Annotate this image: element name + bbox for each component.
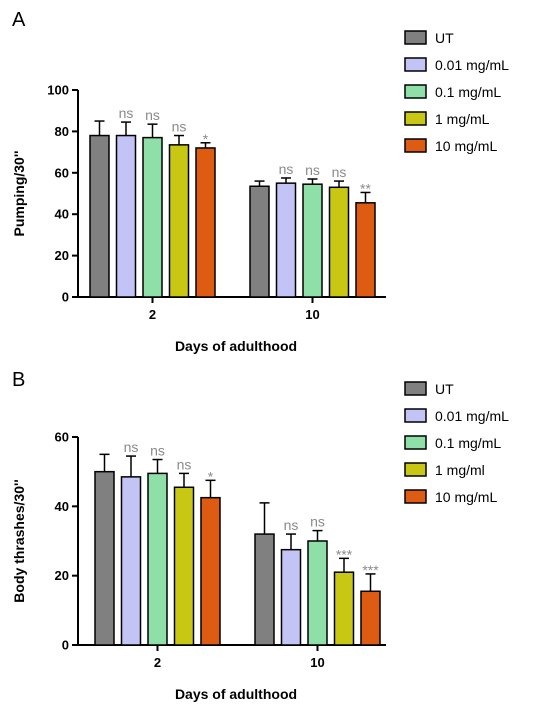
- legend-swatch: [404, 435, 427, 450]
- y-tick-label: 100: [47, 83, 69, 98]
- bar: [307, 540, 328, 646]
- y-tick-label: 40: [55, 207, 69, 222]
- bar: [254, 533, 275, 646]
- legend-label: 0.1 mg/mL: [435, 84, 501, 100]
- legend-label: UT: [435, 30, 454, 46]
- bar: [147, 472, 168, 646]
- bar: [280, 548, 302, 646]
- legend-label: 0.01 mg/mL: [435, 57, 509, 73]
- legend-swatch: [404, 381, 427, 396]
- x-axis-title: Days of adulthood: [175, 338, 297, 354]
- x-tick-label: 10: [305, 307, 319, 322]
- bar: [115, 134, 137, 298]
- significance-label: ns: [119, 105, 134, 121]
- bar: [275, 182, 297, 298]
- y-tick-label: 40: [55, 499, 69, 514]
- significance-label: **: [360, 180, 371, 196]
- x-tick-label: 2: [154, 655, 161, 670]
- y-tick-label: 0: [62, 638, 69, 653]
- significance-label: ns: [284, 517, 299, 533]
- bar: [142, 136, 163, 298]
- significance-label: ns: [124, 439, 139, 455]
- legend-label: 0.1 mg/mL: [435, 435, 501, 451]
- legend-label: 10 mg/mL: [435, 138, 497, 154]
- legend-swatch: [404, 30, 427, 45]
- bar: [173, 486, 195, 646]
- bar: [302, 183, 323, 298]
- significance-label: ns: [145, 107, 160, 123]
- significance-label: ***: [336, 546, 353, 562]
- bar: [249, 185, 270, 298]
- significance-label: *: [208, 468, 214, 484]
- significance-label: ns: [332, 164, 347, 180]
- bar: [195, 147, 216, 298]
- panel-letter: B: [12, 369, 25, 391]
- legend-swatch: [404, 408, 427, 423]
- y-tick-label: 60: [55, 165, 69, 180]
- bar: [355, 202, 376, 298]
- significance-label: ns: [279, 161, 294, 177]
- bar: [94, 470, 115, 646]
- significance-label: ns: [150, 443, 165, 459]
- legend-label: 1 mg/ml: [435, 462, 485, 478]
- legend-label: 1 mg/mL: [435, 111, 490, 127]
- panel-letter: A: [12, 9, 26, 31]
- legend-swatch: [404, 138, 427, 153]
- y-tick-label: 20: [55, 568, 69, 583]
- bar: [120, 476, 142, 646]
- legend-label: UT: [435, 381, 454, 397]
- bar: [200, 496, 221, 646]
- bar: [89, 134, 110, 298]
- legend-swatch: [404, 57, 427, 72]
- bar: [168, 144, 190, 298]
- y-tick-label: 60: [55, 430, 69, 445]
- bar: [328, 186, 350, 298]
- significance-label: ns: [177, 456, 192, 472]
- y-axis-title: Pumping/30'': [11, 150, 27, 236]
- legend-swatch: [404, 462, 427, 477]
- legend-swatch: [404, 84, 427, 99]
- y-tick-label: 0: [62, 290, 69, 305]
- bar: [333, 571, 355, 646]
- legend-swatch: [404, 489, 427, 504]
- x-tick-label: 10: [310, 655, 324, 670]
- y-tick-label: 80: [55, 124, 69, 139]
- legend-label: 0.01 mg/mL: [435, 408, 509, 424]
- significance-label: ***: [362, 562, 379, 578]
- y-tick-label: 20: [55, 248, 69, 263]
- significance-label: ns: [310, 514, 325, 530]
- y-axis-title: Body thrashes/30'': [11, 479, 27, 602]
- x-tick-label: 2: [149, 307, 156, 322]
- bar: [360, 590, 381, 646]
- legend-swatch: [404, 111, 427, 126]
- significance-label: ns: [172, 119, 187, 135]
- significance-label: ns: [305, 162, 320, 178]
- x-axis-title: Days of adulthood: [175, 686, 297, 702]
- significance-label: *: [203, 131, 209, 147]
- legend-label: 10 mg/mL: [435, 489, 497, 505]
